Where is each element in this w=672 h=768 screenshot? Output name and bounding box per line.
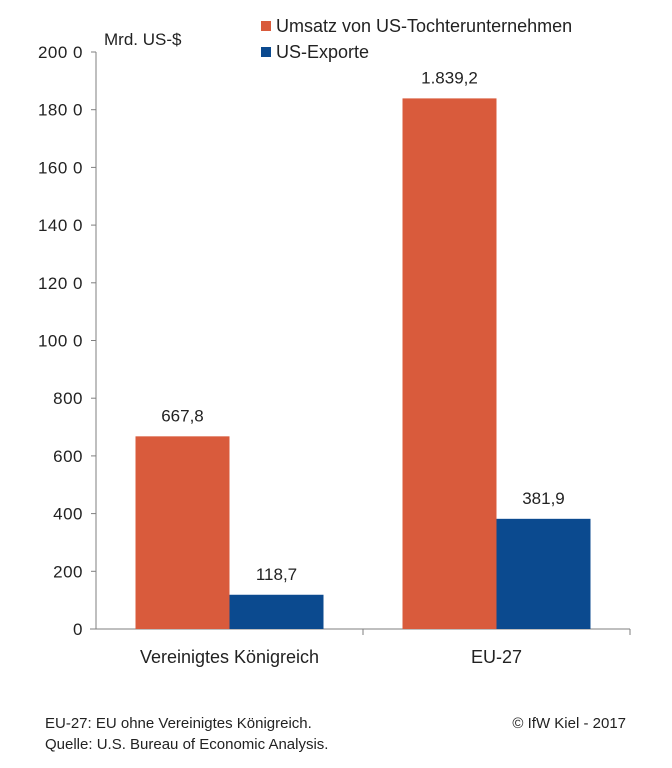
y-tick-label: 200	[53, 562, 83, 581]
y-tick-label: 800	[53, 389, 83, 408]
bar-chart: 0 200 400 600 800 100 0 120 0 140 0 160 0 180 0 20…	[38, 16, 631, 667]
footer-notes: EU-27: EU ohne Vereinigtes Königreich. Q…	[45, 713, 328, 755]
footer-note: EU-27: EU ohne Vereinigtes Königreich.	[45, 715, 312, 732]
footer-source: Quelle: U.S. Bureau of Economic Analysis…	[45, 736, 329, 753]
y-tick-label: 120 0	[38, 274, 83, 293]
x-category-label: Vereinigtes Königreich	[140, 647, 319, 667]
data-label: 118,7	[256, 565, 297, 584]
data-label: 1.839,2	[421, 68, 478, 87]
legend-swatch	[261, 47, 271, 57]
bar	[402, 98, 497, 629]
data-label: 381,9	[522, 489, 565, 508]
legend-label: US-Exporte	[276, 42, 369, 62]
x-category-label: EU-27	[471, 647, 522, 667]
legend-swatch	[261, 21, 271, 31]
data-label: 667,8	[161, 406, 204, 425]
y-tick-label: 140 0	[38, 216, 83, 235]
bar	[135, 436, 230, 629]
y-tick-label: 600	[53, 447, 83, 466]
bar	[496, 518, 591, 629]
y-tick-label: 160 0	[38, 158, 83, 177]
y-tick-label: 100 0	[38, 332, 83, 351]
footer-credit: © IfW Kiel - 2017	[512, 715, 626, 732]
bar	[229, 594, 324, 629]
y-axis-unit-label: Mrd. US-$	[104, 30, 182, 49]
legend-label: Umsatz von US-Tochterunternehmen	[276, 16, 572, 36]
y-tick-label: 200 0	[38, 43, 83, 62]
y-tick-label: 0	[73, 620, 83, 639]
y-tick-label: 180 0	[38, 101, 83, 120]
y-tick-label: 400	[53, 505, 83, 524]
